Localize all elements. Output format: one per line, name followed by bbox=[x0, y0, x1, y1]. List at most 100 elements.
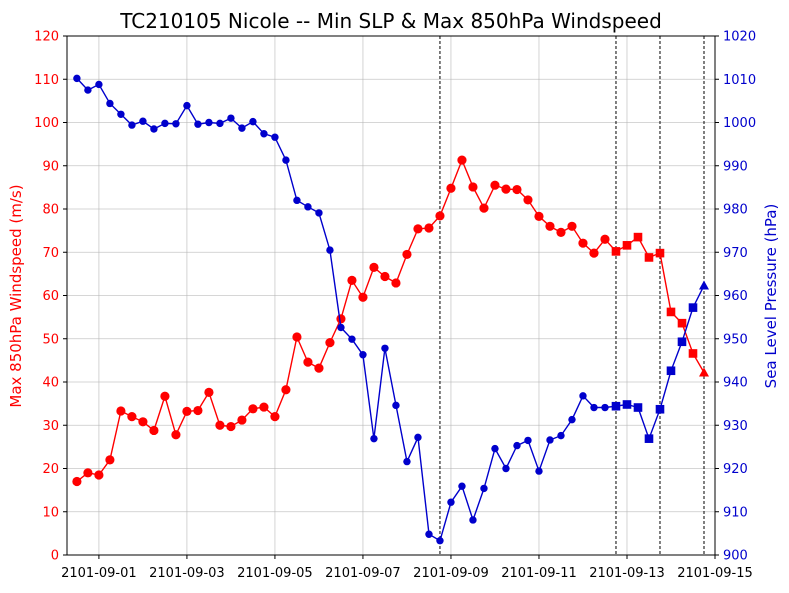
wind-circle-marker bbox=[281, 385, 291, 395]
pressure-circle-marker bbox=[381, 344, 389, 352]
wind-circle-marker bbox=[534, 211, 544, 221]
wind-circle-marker bbox=[94, 470, 104, 480]
pressure-circle-marker bbox=[359, 351, 367, 359]
pressure-circle-marker bbox=[315, 209, 323, 217]
wind-line bbox=[76, 158, 705, 483]
pressure-circle-marker bbox=[348, 335, 356, 343]
pressure-circle-marker bbox=[227, 114, 235, 122]
wind-circle-marker bbox=[523, 195, 533, 205]
pressure-circle-marker bbox=[282, 156, 290, 164]
right-tick-label: 900 bbox=[723, 549, 748, 564]
pressure-square-marker bbox=[622, 400, 632, 409]
pressure-circle-marker bbox=[106, 99, 114, 108]
left-tick-label: 80 bbox=[42, 203, 59, 218]
wind-circle-marker bbox=[138, 417, 148, 427]
wind-circle-marker bbox=[325, 338, 335, 348]
pressure-circle-marker bbox=[436, 537, 444, 545]
x-tick-label: 2101-09-11 bbox=[501, 566, 577, 581]
left-axis: 0 10 20 30 40 50 60 70 80 90 100 110 120 bbox=[34, 30, 67, 564]
x-tick-label: 2101-09-03 bbox=[149, 566, 225, 581]
pressure-circle-marker bbox=[403, 457, 411, 466]
x-tick-label: 2101-09-15 bbox=[677, 566, 753, 581]
pressure-circle-marker bbox=[491, 444, 499, 453]
wind-square-marker bbox=[633, 232, 643, 242]
wind-circle-marker bbox=[358, 292, 368, 302]
left-tick-label: 10 bbox=[42, 505, 59, 520]
left-tick-label: 90 bbox=[42, 159, 59, 174]
right-tick-label: 960 bbox=[723, 289, 748, 304]
pressure-square-marker bbox=[666, 366, 676, 376]
wind-square-marker bbox=[655, 248, 665, 258]
pressure-circle-marker bbox=[205, 118, 213, 127]
wind-circle-marker bbox=[204, 387, 214, 397]
x-tick-label: 2101-09-13 bbox=[589, 566, 665, 581]
pressure-circle-marker bbox=[293, 196, 301, 205]
x-tick-label: 2101-09-05 bbox=[237, 566, 313, 581]
chart-title: TC210105 Nicole -- Min SLP & Max 850hPa … bbox=[119, 9, 662, 33]
pressure-circle-marker bbox=[458, 482, 466, 490]
x-axis: 2101-09-01 2101-09-03 2101-09-05 2101-09-07… bbox=[61, 555, 753, 581]
wind-circle-marker bbox=[457, 155, 467, 165]
pressure-circle-marker bbox=[271, 133, 279, 141]
pressure-circle-marker bbox=[150, 125, 158, 133]
x-tick-label: 2101-09-01 bbox=[61, 566, 137, 581]
wind-circle-marker bbox=[490, 180, 500, 190]
wind-circle-marker bbox=[589, 248, 599, 258]
pressure-square-marker bbox=[611, 401, 621, 411]
pressure-circle-marker bbox=[84, 86, 92, 94]
right-tick-label: 990 bbox=[723, 159, 748, 174]
wind-circle-marker bbox=[248, 404, 258, 414]
pressure-circle-marker bbox=[183, 101, 191, 110]
pressure-circle-marker bbox=[524, 436, 532, 445]
wind-circle-marker bbox=[501, 184, 511, 194]
wind-circle-marker bbox=[215, 420, 225, 430]
pressure-circle-marker bbox=[304, 203, 312, 211]
wind-circle-marker bbox=[556, 227, 566, 237]
wind-circle-marker bbox=[116, 406, 126, 416]
wind-circle-marker bbox=[336, 314, 346, 324]
wind-circle-marker bbox=[369, 262, 379, 272]
left-tick-label: 70 bbox=[42, 246, 59, 261]
right-tick-label: 980 bbox=[723, 203, 748, 218]
wind-circle-marker bbox=[83, 468, 93, 478]
pressure-circle-marker bbox=[568, 415, 576, 424]
pressure-square-marker bbox=[633, 403, 643, 412]
wind-circle-marker bbox=[424, 223, 434, 233]
wind-circle-marker bbox=[479, 203, 489, 213]
pressure-circle-marker bbox=[249, 117, 257, 126]
wind-circle-marker bbox=[226, 421, 236, 432]
pressure-circle-marker bbox=[326, 246, 334, 254]
wind-square-marker bbox=[644, 253, 654, 262]
pressure-line bbox=[76, 77, 705, 542]
wind-circle-marker bbox=[270, 412, 280, 422]
wind-circle-marker bbox=[435, 211, 445, 221]
pressure-circle-marker bbox=[546, 436, 554, 444]
left-tick-label: 100 bbox=[34, 116, 59, 131]
right-tick-label: 940 bbox=[723, 376, 748, 391]
pressure-circle-marker bbox=[425, 530, 433, 538]
left-tick-label: 30 bbox=[42, 419, 59, 434]
wind-circle-marker bbox=[567, 221, 577, 231]
wind-triangle-marker bbox=[698, 367, 709, 377]
wind-circle-marker bbox=[413, 224, 423, 234]
pressure-circle-marker bbox=[337, 323, 345, 332]
left-axis-label: Max 850hPa Windspeed (m/s) bbox=[7, 184, 25, 407]
pressure-circle-marker bbox=[513, 441, 521, 450]
pressure-circle-marker bbox=[469, 516, 477, 524]
wind-circle-marker bbox=[127, 412, 137, 422]
left-tick-label: 60 bbox=[42, 289, 59, 304]
wind-circle-marker bbox=[391, 278, 401, 288]
series bbox=[72, 74, 709, 545]
wind-square-marker bbox=[677, 318, 687, 328]
x-tick-label: 2101-09-07 bbox=[325, 566, 401, 581]
wind-circle-marker bbox=[578, 238, 588, 248]
wind-square-marker bbox=[688, 349, 698, 358]
pressure-circle-marker bbox=[216, 119, 224, 128]
left-tick-label: 0 bbox=[51, 549, 59, 564]
right-tick-label: 1000 bbox=[723, 116, 756, 131]
right-tick-label: 930 bbox=[723, 419, 748, 434]
pressure-circle-marker bbox=[590, 403, 598, 412]
wind-circle-marker bbox=[347, 275, 357, 285]
pressure-circle-marker bbox=[579, 392, 587, 400]
